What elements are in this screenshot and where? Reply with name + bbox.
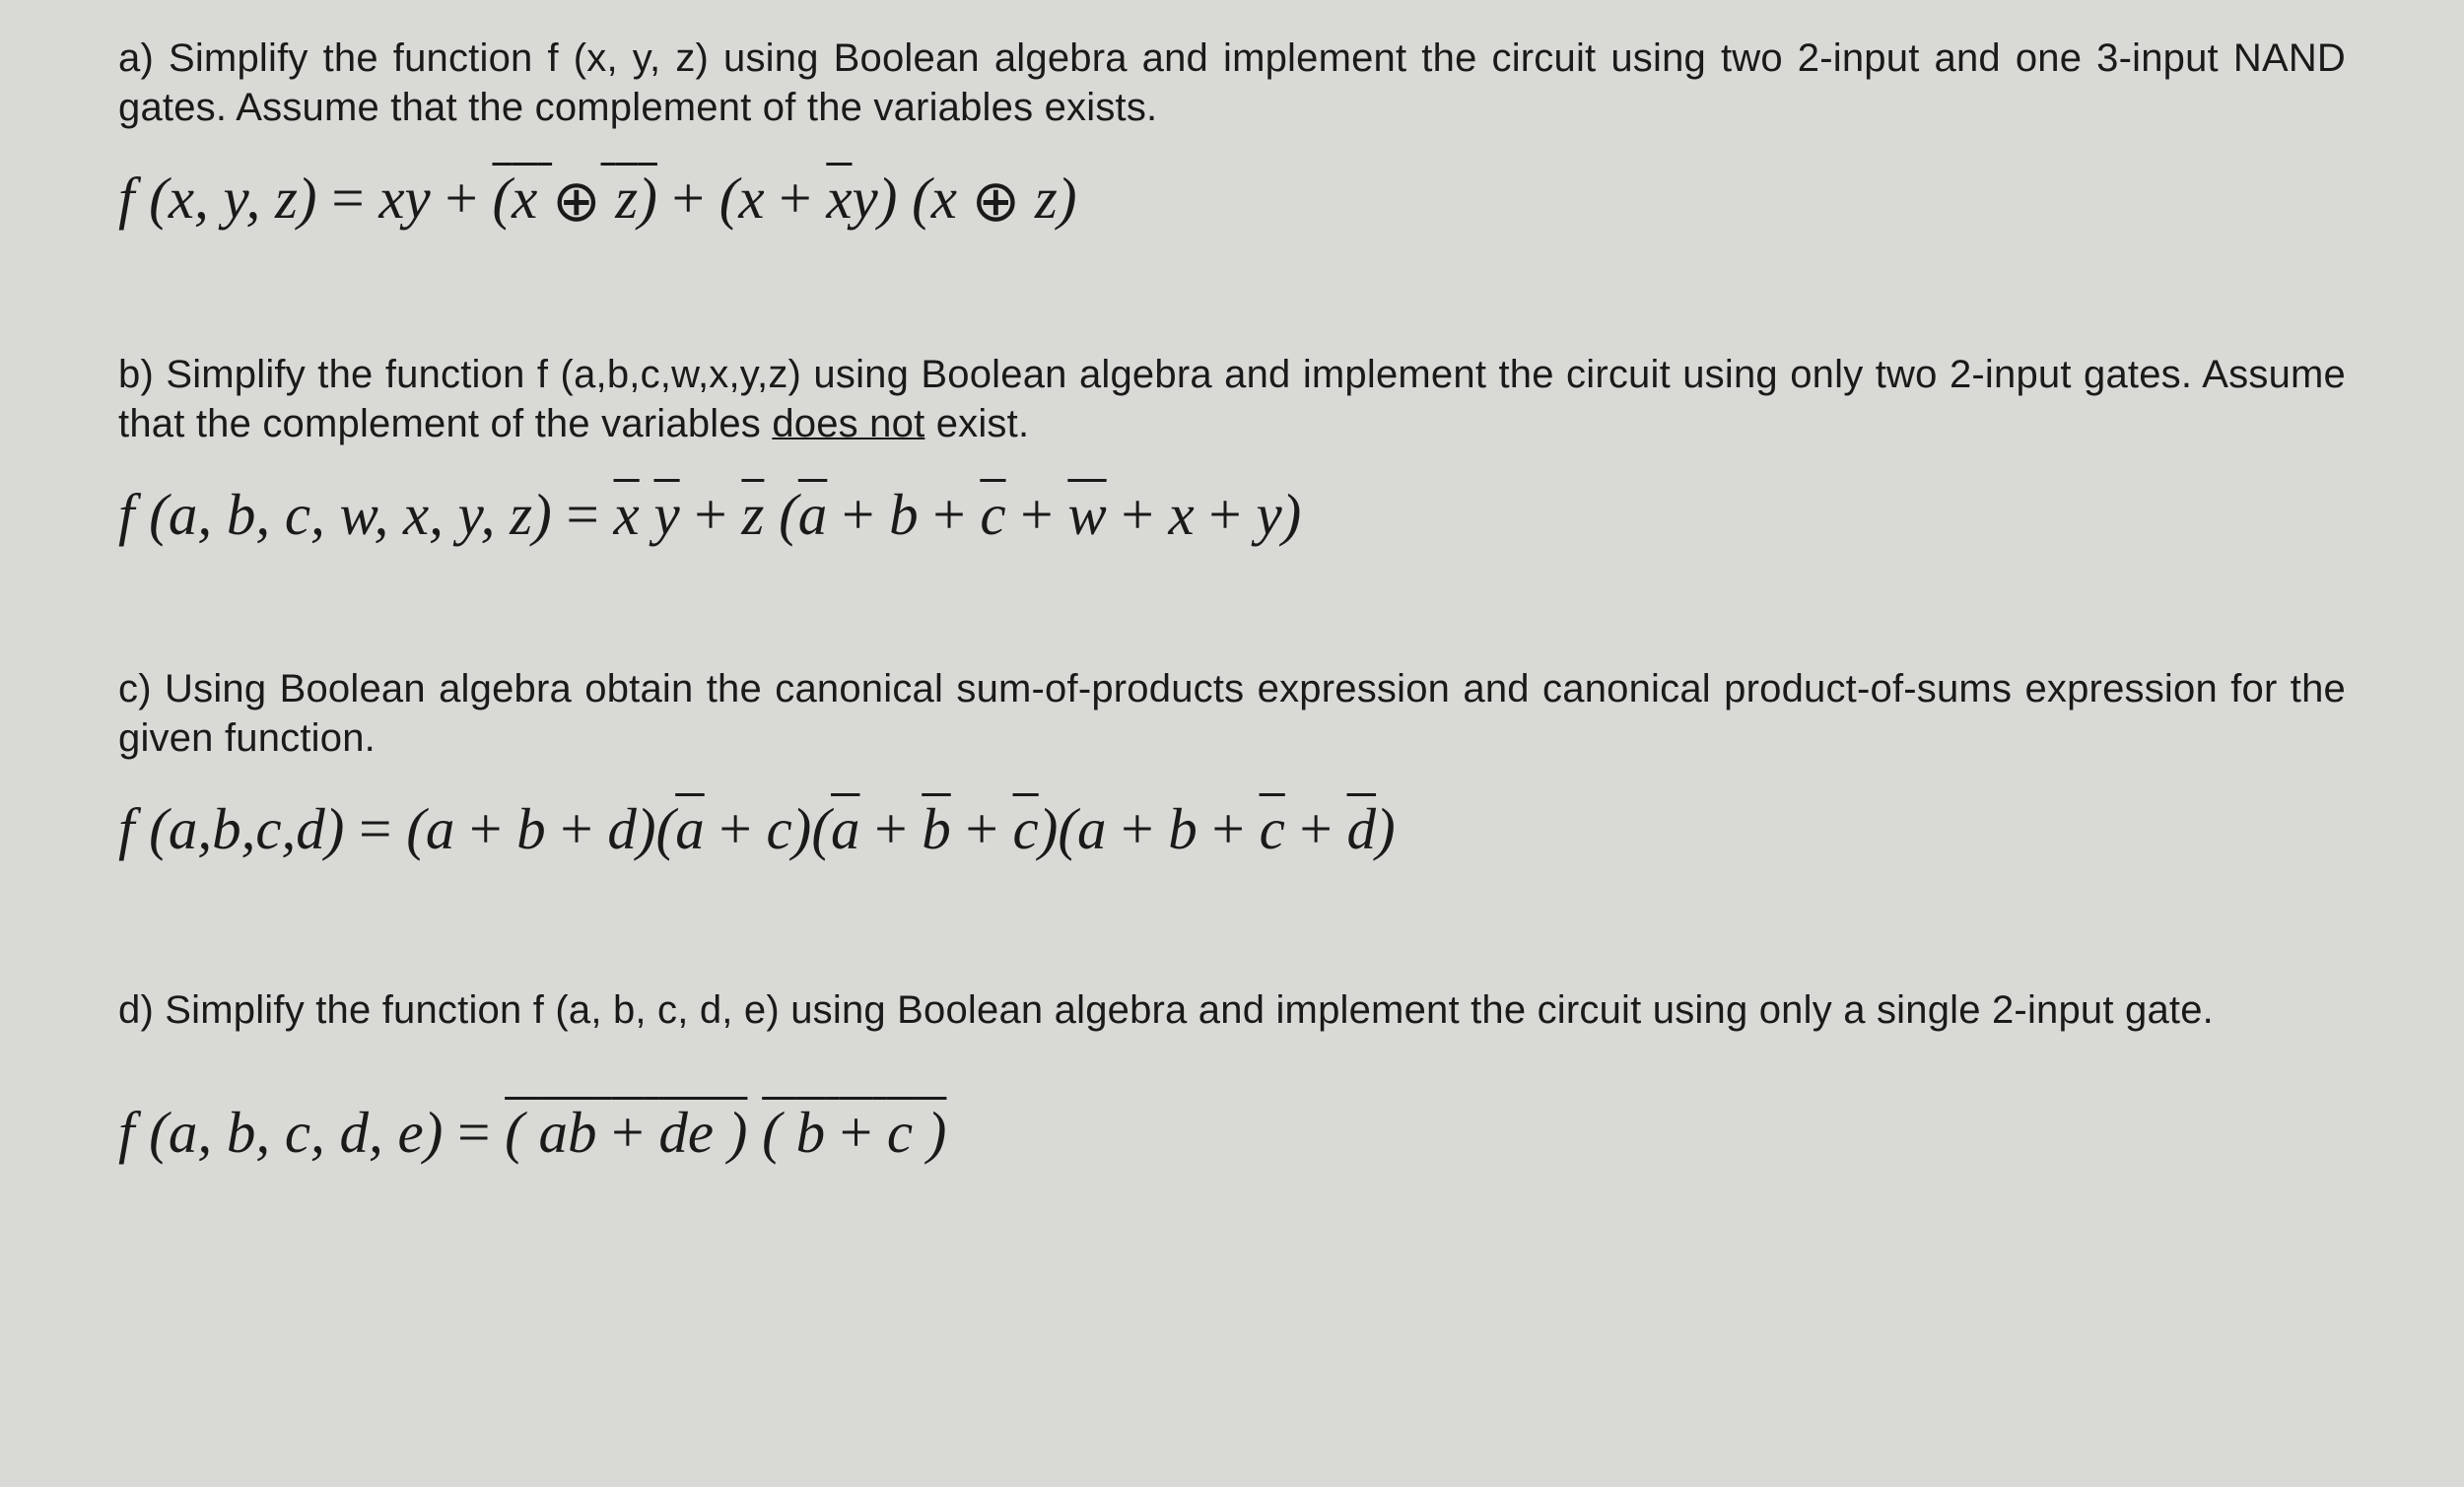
question-d-prompt: d) Simplify the function f (a, b, c, d, … [118,985,2346,1035]
question-c-formula: f (a,b,c,d) = (a + b + d)(a + c)(a + b +… [118,790,2346,869]
question-a: a) Simplify the function f (x, y, z) usi… [118,34,2346,241]
question-c: c) Using Boolean algebra obtain the cano… [118,664,2346,869]
question-b-formula: f (a, b, c, w, x, y, z) = x y + z (a + b… [118,476,2346,555]
question-a-prompt: a) Simplify the function f (x, y, z) usi… [118,34,2346,132]
question-b: b) Simplify the function f (a,b,c,w,x,y,… [118,350,2346,555]
question-d-formula: f (a, b, c, d, e) = ( ab + de ) ( b + c … [118,1094,2346,1173]
question-c-prompt: c) Using Boolean algebra obtain the cano… [118,664,2346,763]
question-a-formula: f (x, y, z) = xy + (x ⊕ z) + (x + xy) (x… [118,160,2346,241]
question-d: d) Simplify the function f (a, b, c, d, … [118,985,2346,1173]
worksheet-page: a) Simplify the function f (x, y, z) usi… [0,0,2464,1173]
question-b-prompt: b) Simplify the function f (a,b,c,w,x,y,… [118,350,2346,448]
